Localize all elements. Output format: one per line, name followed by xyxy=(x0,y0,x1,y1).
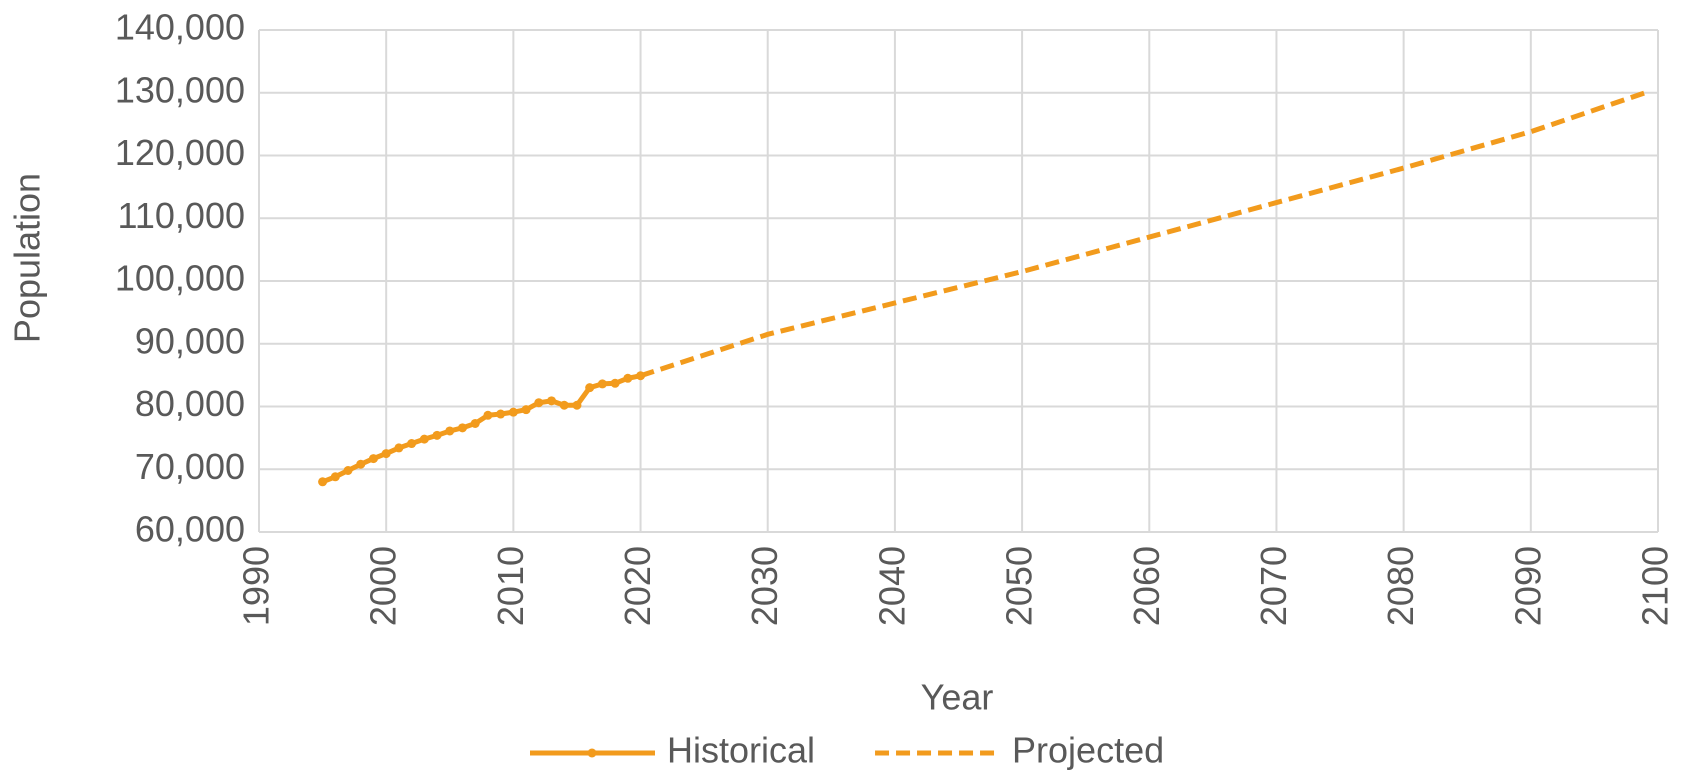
x-tick-label: 2080 xyxy=(1380,546,1421,626)
legend-label: Projected xyxy=(1012,730,1164,771)
line xyxy=(639,90,1647,379)
x-tick-label: 2100 xyxy=(1635,546,1676,626)
marker xyxy=(534,398,544,408)
y-tick-label: 100,000 xyxy=(115,258,245,299)
marker xyxy=(457,423,467,433)
marker xyxy=(407,439,417,449)
x-tick-label: 2040 xyxy=(871,546,912,626)
marker xyxy=(597,379,607,389)
marker xyxy=(623,373,633,383)
x-tick-label: 2030 xyxy=(744,546,785,626)
y-tick-label: 130,000 xyxy=(115,69,245,110)
marker xyxy=(343,466,353,476)
x-tick-label: 2070 xyxy=(1253,546,1294,626)
marker xyxy=(318,477,328,487)
y-tick-label: 140,000 xyxy=(115,7,245,48)
marker xyxy=(610,378,620,388)
marker xyxy=(572,400,582,410)
marker xyxy=(381,449,391,459)
x-tick-label: 2020 xyxy=(617,546,658,626)
y-tick-label: 60,000 xyxy=(135,509,245,550)
x-tick-label: 2060 xyxy=(1126,546,1167,626)
marker xyxy=(432,430,442,440)
y-tick-label: 120,000 xyxy=(115,132,245,173)
y-axis-title: Population xyxy=(7,173,48,343)
marker xyxy=(470,418,480,428)
y-tick-label: 90,000 xyxy=(135,320,245,361)
marker xyxy=(394,443,404,453)
x-tick-label: 1990 xyxy=(236,546,277,626)
marker xyxy=(585,383,595,393)
marker xyxy=(496,409,506,419)
marker xyxy=(419,434,429,444)
line xyxy=(321,373,642,485)
marker xyxy=(547,396,557,406)
y-tick-label: 110,000 xyxy=(118,195,245,236)
marker xyxy=(521,405,531,415)
marker xyxy=(559,400,569,410)
x-tick-label: 2050 xyxy=(999,546,1040,626)
y-tick-label: 70,000 xyxy=(135,446,245,487)
marker xyxy=(483,410,493,420)
y-tick-label: 80,000 xyxy=(135,383,245,424)
x-tick-label: 2090 xyxy=(1507,546,1548,626)
marker xyxy=(445,426,455,436)
marker xyxy=(356,459,366,469)
legend-marker xyxy=(587,748,597,758)
marker xyxy=(368,454,378,464)
x-tick-label: 2010 xyxy=(490,546,531,626)
x-axis-title: Year xyxy=(921,677,994,718)
legend-label: Historical xyxy=(667,730,815,771)
x-tick-label: 2000 xyxy=(363,546,404,626)
marker xyxy=(330,472,340,482)
marker xyxy=(508,407,518,417)
